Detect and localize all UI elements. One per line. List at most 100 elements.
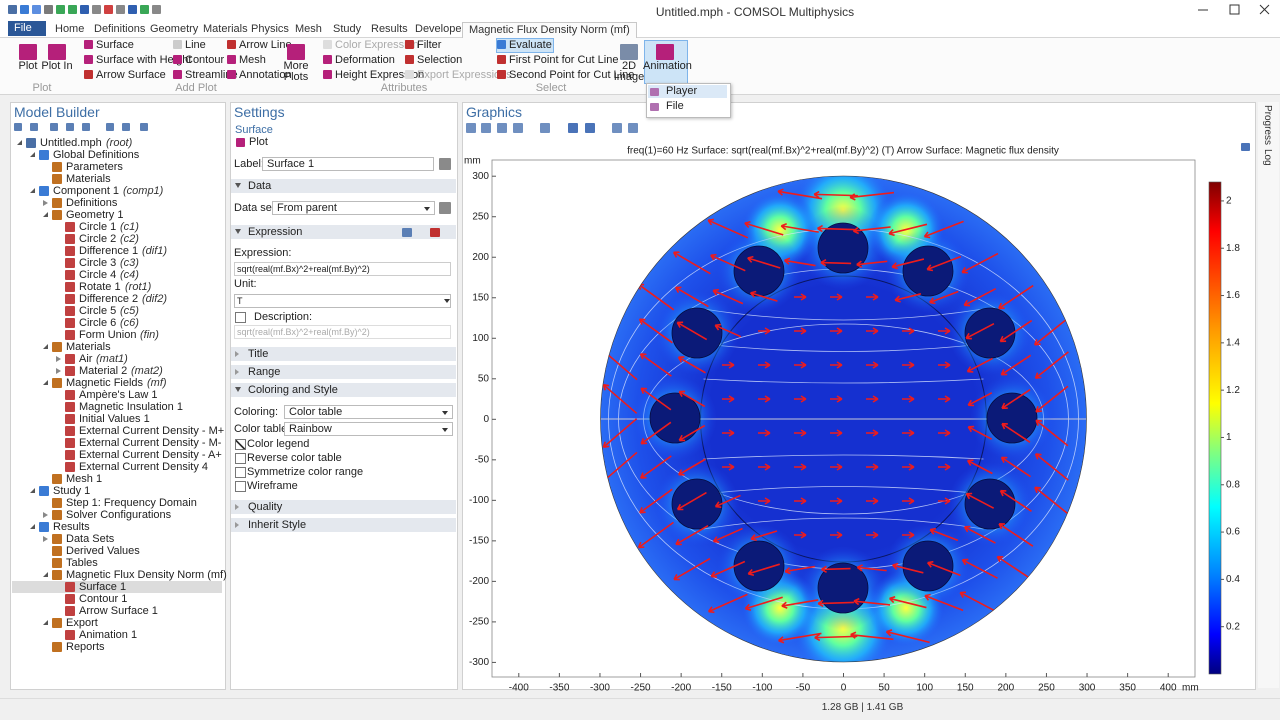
tree-node[interactable]: External Current Density - M- bbox=[79, 437, 222, 449]
tree-node[interactable]: Circle 5 bbox=[79, 305, 117, 317]
tree-toggle[interactable] bbox=[30, 152, 35, 157]
tree-node[interactable]: External Current Density - M+ bbox=[79, 425, 225, 437]
ribbon-tab[interactable]: Geometry bbox=[150, 23, 199, 35]
ribbon-tab[interactable]: Study bbox=[333, 23, 362, 35]
close-icon[interactable] bbox=[1259, 4, 1270, 15]
dropdown[interactable]: From parent bbox=[272, 201, 435, 215]
tree-node[interactable]: Circle 6 bbox=[79, 317, 117, 329]
tree-node[interactable]: Rotate 1 bbox=[79, 281, 121, 293]
tree-toggle[interactable] bbox=[43, 344, 48, 349]
tree-toggle[interactable] bbox=[56, 368, 61, 374]
section-toggle[interactable] bbox=[235, 504, 239, 510]
tree-node[interactable]: Untitled.mph bbox=[40, 137, 102, 149]
ribbon-button[interactable]: Animation bbox=[643, 60, 692, 72]
tree-node[interactable]: Ampère's Law 1 bbox=[79, 389, 158, 401]
tree-toggle[interactable] bbox=[43, 620, 48, 625]
ribbon-button[interactable]: First Point for Cut Line bbox=[509, 54, 619, 66]
tree-node[interactable]: Circle 2 bbox=[79, 233, 117, 245]
checkbox[interactable] bbox=[235, 439, 246, 450]
ribbon-tab[interactable]: Physics bbox=[251, 23, 289, 35]
tree-node[interactable]: Global Definitions bbox=[53, 149, 140, 161]
tree-node[interactable]: Air bbox=[79, 353, 93, 365]
menu-item[interactable]: File bbox=[666, 100, 684, 112]
section-title[interactable]: Inherit Style bbox=[248, 519, 307, 531]
section-toggle[interactable] bbox=[235, 522, 239, 528]
tree-node[interactable]: Difference 2 bbox=[79, 293, 139, 305]
tree-toggle[interactable] bbox=[43, 212, 48, 217]
ribbon-button[interactable]: Filter bbox=[417, 39, 442, 51]
section-toggle[interactable] bbox=[235, 387, 241, 392]
tree-node[interactable]: Mesh 1 bbox=[66, 473, 103, 485]
section-toggle[interactable] bbox=[235, 183, 241, 188]
tree-node[interactable]: Arrow Surface 1 bbox=[79, 605, 158, 617]
ribbon-button[interactable]: More Plots bbox=[283, 60, 309, 83]
checkbox[interactable] bbox=[235, 312, 246, 323]
tree-node[interactable]: Results bbox=[53, 521, 90, 533]
tree-toggle[interactable] bbox=[43, 512, 48, 518]
checkbox[interactable] bbox=[235, 467, 246, 478]
ribbon-button[interactable]: Second Point for Cut Line bbox=[509, 69, 635, 81]
tree-toggle[interactable] bbox=[43, 380, 48, 385]
tree-node[interactable]: Geometry 1 bbox=[66, 209, 124, 221]
tree-toggle[interactable] bbox=[43, 572, 48, 577]
section-toggle[interactable] bbox=[235, 369, 239, 375]
tree-toggle[interactable] bbox=[30, 488, 35, 493]
ribbon-button[interactable]: Plot In bbox=[41, 60, 73, 72]
tree-toggle[interactable] bbox=[43, 200, 48, 206]
tree-node[interactable]: Initial Values 1 bbox=[79, 413, 150, 425]
tree-node[interactable]: Materials bbox=[66, 173, 111, 185]
file-tab[interactable]: File bbox=[8, 21, 46, 36]
section-title[interactable]: Quality bbox=[248, 501, 283, 513]
tree-node[interactable]: Export bbox=[66, 617, 98, 629]
ribbon-tab[interactable]: Results bbox=[371, 23, 408, 35]
ribbon-button[interactable]: Surface bbox=[96, 39, 134, 51]
section-title[interactable]: Range bbox=[248, 366, 281, 378]
tree-node[interactable]: Reports bbox=[66, 641, 105, 653]
section-toggle[interactable] bbox=[235, 351, 239, 357]
tree-node[interactable]: Form Union bbox=[79, 329, 137, 341]
ribbon-tab[interactable]: Magnetic Flux Density Norm (mf) bbox=[462, 22, 637, 38]
tree-toggle[interactable] bbox=[30, 188, 35, 193]
maximize-icon[interactable] bbox=[1229, 4, 1240, 15]
ribbon-tab[interactable]: Definitions bbox=[94, 23, 146, 35]
tree-node[interactable]: Derived Values bbox=[66, 545, 140, 557]
menu-item[interactable]: Player bbox=[666, 85, 698, 97]
ribbon-button[interactable]: Export Expressions bbox=[417, 69, 512, 81]
tree-node[interactable]: Circle 1 bbox=[79, 221, 117, 233]
dropdown[interactable]: Rainbow bbox=[284, 422, 453, 436]
tree-node[interactable]: External Current Density - A+ bbox=[79, 449, 222, 461]
ribbon-button[interactable]: Plot bbox=[18, 60, 38, 72]
ribbon-tab[interactable]: Developer bbox=[415, 23, 466, 35]
ribbon-button[interactable]: Line bbox=[185, 39, 206, 51]
tree-node[interactable]: Materials bbox=[66, 341, 111, 353]
section-toggle[interactable] bbox=[235, 229, 241, 234]
tree-node[interactable]: Magnetic Insulation 1 bbox=[79, 401, 183, 413]
side-tab[interactable]: Log bbox=[1262, 149, 1273, 166]
text-field[interactable]: sqrt(real(mf.Bx)^2+real(mf.By)^2) bbox=[234, 262, 451, 276]
tree-node[interactable]: Magnetic Fields bbox=[66, 377, 144, 389]
ribbon-button[interactable]: Deformation bbox=[335, 54, 395, 66]
checkbox[interactable] bbox=[235, 453, 246, 464]
tree-node[interactable]: Parameters bbox=[66, 161, 123, 173]
tree-node[interactable]: Step 1: Frequency Domain bbox=[66, 497, 197, 509]
ribbon-button[interactable]: Evaluate bbox=[509, 39, 552, 51]
section-title[interactable]: Expression bbox=[248, 226, 303, 238]
tree-node[interactable]: Surface 1 bbox=[79, 581, 127, 593]
tree-node[interactable]: Material 2 bbox=[79, 365, 128, 377]
ribbon-tab[interactable]: Materials bbox=[203, 23, 248, 35]
tree-node[interactable]: Circle 4 bbox=[79, 269, 117, 281]
tree-toggle[interactable] bbox=[30, 524, 35, 529]
tree-node[interactable]: Solver Configurations bbox=[66, 509, 172, 521]
tree-node[interactable]: Difference 1 bbox=[79, 245, 139, 257]
tree-node[interactable]: Component 1 bbox=[53, 185, 120, 197]
ribbon-button[interactable]: 2D Image bbox=[613, 60, 645, 83]
ribbon-button[interactable]: Mesh bbox=[239, 54, 266, 66]
tree-toggle[interactable] bbox=[43, 536, 48, 542]
ribbon-button[interactable]: Surface with Height bbox=[96, 54, 192, 66]
tree-node[interactable]: Study 1 bbox=[53, 485, 91, 497]
tree-node[interactable]: Definitions bbox=[66, 197, 118, 209]
ribbon-tab[interactable]: Mesh bbox=[295, 23, 322, 35]
tree-node[interactable]: Animation 1 bbox=[79, 629, 138, 641]
text-field[interactable]: sqrt(real(mf.Bx)^2+real(mf.By)^2) bbox=[234, 325, 451, 339]
section-title[interactable]: Coloring and Style bbox=[248, 384, 338, 396]
